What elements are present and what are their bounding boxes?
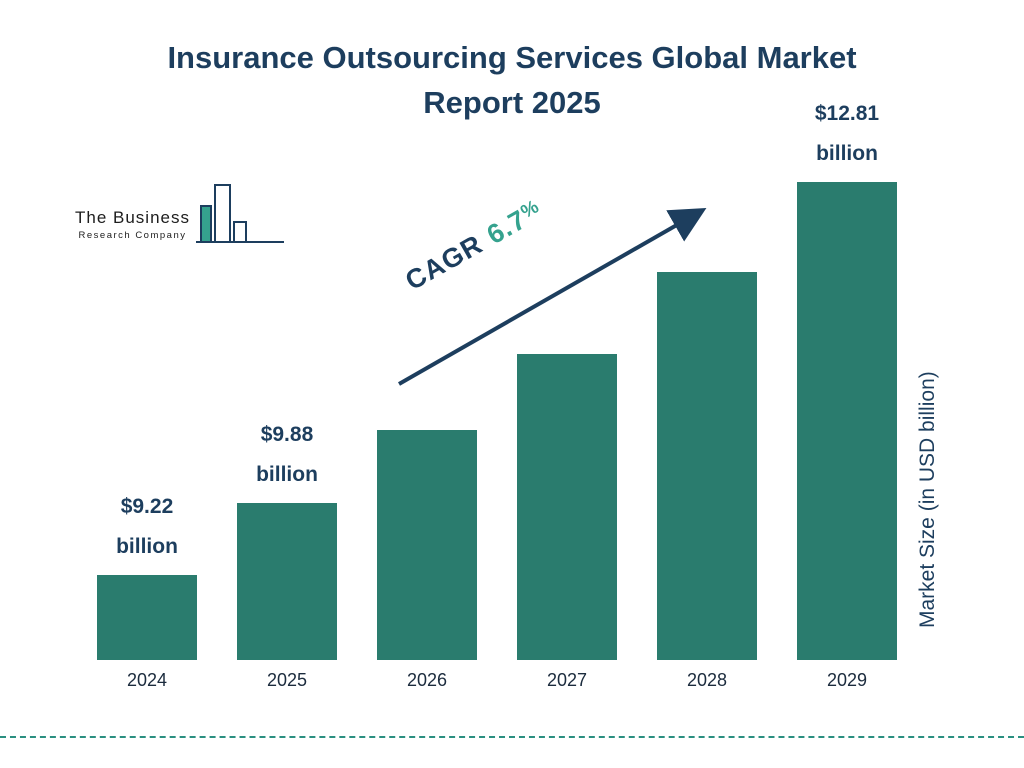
bar-value-label: $9.22 billion (116, 495, 178, 559)
bar (797, 182, 897, 660)
bar-value-label: $12.81 billion (814, 102, 880, 166)
bar-chart: $9.22 billion 2024 $9.88 billion 2025 2026… (97, 94, 897, 690)
company-logo: The Business Research Company (75, 184, 286, 253)
company-logo-text: The Business Research Company (75, 208, 190, 241)
bar-column: 2028 (657, 272, 757, 690)
logo-subname: Research Company (78, 230, 187, 241)
bar (517, 354, 617, 660)
x-axis-label: 2028 (686, 670, 728, 690)
x-axis-label: 2024 (126, 670, 168, 690)
bar-column: $9.88 billion 2025 (237, 415, 337, 690)
bar (97, 575, 197, 660)
page-title: Insurance Outsourcing Services Global Ma… (0, 36, 1024, 126)
x-axis-label: 2027 (546, 670, 588, 690)
bar-column: $12.81 billion 2029 (797, 94, 897, 690)
bar-column: 2026 (377, 430, 477, 690)
bar (377, 430, 477, 660)
bar (237, 503, 337, 660)
title-line-1: Insurance Outsourcing Services Global Ma… (167, 40, 857, 75)
x-axis-label: 2029 (826, 670, 868, 690)
title-line-2: Report 2025 (423, 84, 601, 120)
y-axis-label: Market Size (in USD billion) (916, 371, 939, 629)
x-axis-label: 2025 (266, 670, 308, 690)
bottom-dashed-divider (0, 736, 1024, 738)
bar-column: 2027 (517, 354, 617, 690)
bar (657, 272, 757, 660)
bar-value-label: $9.88 billion (256, 423, 318, 487)
bar-chart-logo-icon (196, 182, 286, 253)
x-axis-label: 2026 (406, 670, 448, 690)
bar-column: $9.22 billion 2024 (97, 487, 197, 690)
logo-name: The Business (75, 208, 190, 227)
